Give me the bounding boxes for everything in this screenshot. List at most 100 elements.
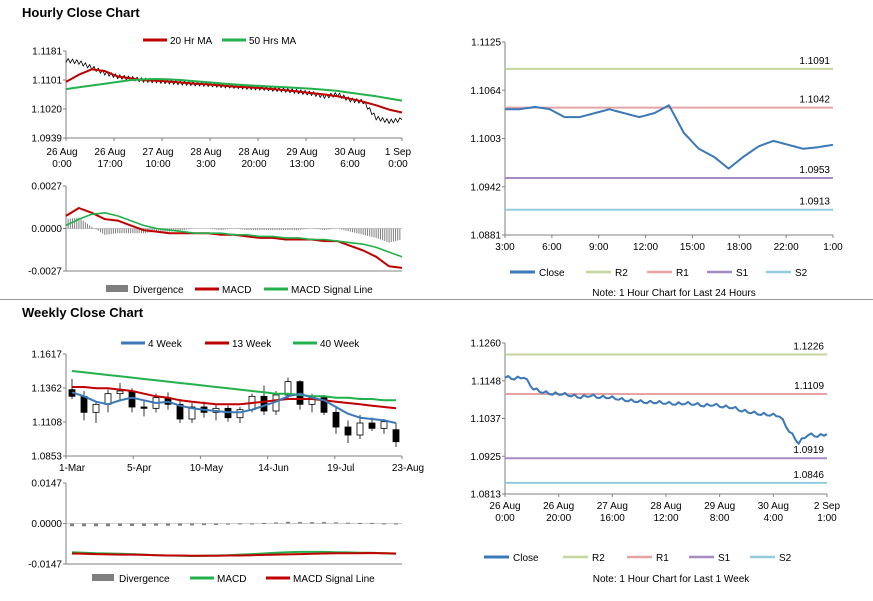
weekly-price-xtick-label: 14-Jun: [258, 463, 289, 474]
hourly-price-xtick-date: 26 Aug: [94, 147, 125, 158]
hourly-price-xtick-time: 0:00: [52, 159, 72, 170]
weekly-divergence-bar: [310, 522, 314, 524]
hourly-levels-close-line: [505, 104, 834, 170]
weekly-divergence-bar: [178, 523, 182, 526]
hourly-price-xtick-time: 20:00: [241, 159, 266, 170]
weekly-candle-body: [116, 390, 124, 395]
hourly-macd-ytick-label: -0.0027: [28, 267, 62, 278]
weekly-divergence-bar: [142, 523, 146, 526]
hourly-levels-ytick-label: 1.1125: [471, 38, 501, 49]
hourly-levels-ytick-label: 1.1003: [470, 134, 501, 145]
weekly-price-ytick-label: 1.1617: [31, 350, 62, 361]
hourly-price-xtick-time: 10:00: [145, 159, 170, 170]
weekly-levels-legend-r1-label: R1: [656, 553, 669, 564]
hourly-levels-xtick-label: 9:00: [589, 242, 609, 253]
hourly-price-xtick-date: 26 Aug: [46, 147, 77, 158]
weekly-levels-xtick-date: 26 Aug: [543, 501, 574, 512]
hourly-levels-xtick-label: 1:00: [823, 242, 843, 253]
weekly-levels-xtick-time: 20:00: [546, 513, 571, 524]
weekly-levels-xtick-date: 26 Aug: [489, 501, 520, 512]
legend-weekly-divergence-label: Divergence: [119, 574, 170, 585]
hourly-price-ytick-label: 1.1181: [32, 47, 62, 58]
weekly-divergence-bar: [118, 523, 122, 526]
weekly-macd-ytick-label: 0.0147: [31, 479, 62, 490]
weekly-levels-xtick-date: 2 Sep: [814, 501, 841, 512]
weekly-levels-xtick-time: 1:00: [817, 513, 837, 524]
hourly-levels-legend-r1-label: R1: [676, 268, 689, 279]
legend-50hrs-ma-label: 50 Hrs MA: [249, 36, 297, 47]
weekly-levels-level-r1-value: 1.1109: [794, 381, 824, 392]
hourly-ma50-line: [65, 78, 403, 102]
hourly-price-ytick-label: 1.1020: [31, 105, 62, 116]
weekly-candle-body: [140, 406, 148, 409]
legend-20hr-ma-label: 20 Hr MA: [170, 36, 213, 47]
weekly-signal-line: [71, 552, 397, 557]
hourly-ma20-line: [65, 68, 403, 114]
hourly-levels-level-r1-value: 1.1042: [799, 95, 830, 106]
legend-40-week-label: 40 Week: [320, 339, 360, 350]
weekly-divergence-bar: [166, 523, 170, 526]
weekly-levels-ytick-label: 1.1037: [470, 414, 501, 425]
weekly-section-title: Weekly Close Chart: [22, 305, 144, 320]
hourly-levels-xtick-label: 6:00: [542, 242, 562, 253]
weekly-levels-ytick-label: 1.1148: [471, 376, 501, 387]
legend-hourly-signal-label: MACD Signal Line: [291, 285, 373, 296]
hourly-levels-ytick-label: 1.0881: [470, 231, 501, 242]
weekly-divergence-bar: [214, 523, 218, 525]
weekly-divergence-bar: [250, 523, 254, 525]
hourly-section-title: Hourly Close Chart: [22, 5, 140, 20]
hourly-signal-line: [65, 212, 403, 258]
hourly-price-xtick-time: 6:00: [340, 159, 360, 170]
weekly-candle-body: [284, 381, 292, 396]
weekly-levels-legend-close-label: Close: [513, 553, 539, 564]
weekly-candle-body: [320, 397, 328, 413]
weekly-levels-xtick-time: 16:00: [600, 513, 625, 524]
hourly-close-line: [65, 58, 403, 124]
hourly-levels-xtick-label: 3:00: [495, 242, 515, 253]
legend-weekly-macd-label: MACD: [217, 574, 246, 585]
weekly-levels-xtick-time: 8:00: [710, 513, 730, 524]
legend-hourly-divergence-swatch: [106, 285, 128, 292]
weekly-levels-xtick-time: 0:00: [495, 513, 515, 524]
weekly-13week-line: [72, 386, 397, 410]
weekly-levels-level-s1-value: 1.0919: [793, 445, 824, 456]
weekly-levels-xtick-date: 27 Aug: [597, 501, 628, 512]
weekly-levels-legend-r2-label: R2: [592, 553, 605, 564]
weekly-divergence-bar: [382, 523, 386, 525]
hourly-price-ytick-label: 1.0939: [31, 134, 62, 145]
weekly-candle-body: [392, 429, 400, 443]
hourly-levels-xtick-label: 15:00: [680, 242, 705, 253]
weekly-price-ytick-label: 1.1108: [32, 418, 62, 429]
hourly-levels-note: Note: 1 Hour Chart for Last 24 Hours: [592, 288, 755, 299]
weekly-price-ytick-label: 1.1362: [31, 384, 62, 395]
legend-13-week-label: 13 Week: [232, 339, 272, 350]
weekly-candle-body: [188, 406, 196, 420]
weekly-candle-body: [92, 403, 100, 413]
weekly-divergence-bar: [370, 522, 374, 524]
hourly-levels-level-s2-value: 1.0913: [799, 197, 830, 208]
weekly-divergence-bar: [262, 522, 266, 524]
weekly-divergence-bar: [94, 523, 98, 527]
weekly-levels-legend-s1-label: S1: [718, 553, 731, 564]
weekly-price-xtick-label: 1-Mar: [59, 463, 86, 474]
legend-hourly-divergence-label: Divergence: [133, 285, 184, 296]
hourly-price-xtick-date: 30 Aug: [334, 147, 365, 158]
hourly-price-xtick-date: 29 Aug: [286, 147, 317, 158]
weekly-divergence-bar: [130, 523, 134, 526]
weekly-levels-ytick-label: 1.1260: [470, 339, 501, 350]
weekly-price-xtick-label: 10-May: [190, 463, 223, 474]
weekly-levels-close-line: [504, 375, 828, 445]
hourly-price-xtick-time: 3:00: [196, 159, 216, 170]
legend-weekly-divergence-swatch: [92, 574, 114, 581]
hourly-levels-legend-s1-label: S1: [736, 268, 749, 279]
weekly-levels-level-r2-value: 1.1226: [793, 341, 824, 352]
weekly-price-xtick-label: 23-Aug: [392, 463, 424, 474]
weekly-divergence-bar: [226, 523, 230, 525]
weekly-levels-xtick-date: 28 Aug: [650, 501, 681, 512]
